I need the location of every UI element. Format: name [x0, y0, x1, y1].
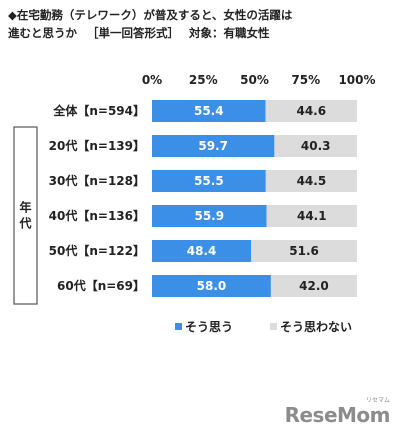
x-tick-label: 100% [338, 73, 375, 87]
bar-segment [152, 205, 267, 227]
data-label: 48.4 [187, 244, 217, 258]
logo-subtext: リセマム [365, 397, 390, 404]
category-label: 50代【n=122】 [49, 243, 145, 258]
legend-label: そう思わない [280, 320, 352, 334]
category-label: 20代【n=139】 [49, 138, 145, 153]
title-format: ［単一回答形式］ [87, 26, 179, 40]
bar-segment [265, 100, 357, 122]
bar-segment [274, 135, 357, 157]
bar-segment [265, 170, 357, 192]
bar-segment [152, 100, 266, 122]
category-label: 60代【n=69】 [57, 278, 145, 293]
data-label: 55.9 [194, 209, 224, 223]
legend-swatch [270, 323, 277, 330]
data-label: 59.7 [198, 139, 228, 153]
bar-segment [152, 135, 275, 157]
data-label: 44.6 [296, 104, 326, 118]
chart-title: ◆在宅勤務（テレワーク）が普及すると、女性の活躍は 進むと思うか ［単一回答形式］… [8, 6, 398, 42]
bar-segment [152, 170, 266, 192]
x-tick-label: 0% [142, 73, 162, 87]
bar-segment [270, 275, 357, 297]
group-label-char: 年 [19, 200, 31, 215]
category-label: 全体【n=594】 [52, 103, 145, 118]
category-label: 40代【n=136】 [49, 208, 145, 223]
resemom-logo: リセマム ReseMom [284, 397, 391, 427]
data-label: 58.0 [197, 279, 227, 293]
title-question: 進むと思うか [8, 26, 77, 40]
category-label: 30代【n=128】 [49, 173, 145, 188]
data-label: 51.6 [289, 244, 319, 258]
group-label-char: 代 [18, 216, 31, 231]
data-label: 44.1 [297, 209, 327, 223]
group-bracket [13, 126, 38, 305]
title-line-1: ◆在宅勤務（テレワーク）が普及すると、女性の活躍は [8, 8, 293, 22]
data-label: 55.5 [194, 174, 224, 188]
bar-segment [152, 240, 252, 262]
data-label: 44.5 [297, 174, 327, 188]
x-tick-label: 75% [291, 73, 320, 87]
data-label: 55.4 [194, 104, 224, 118]
x-tick-label: 50% [240, 73, 269, 87]
legend-label: そう思う [185, 320, 233, 334]
data-label: 42.0 [299, 279, 329, 293]
title-target: 対象：有職女性 [189, 26, 270, 40]
bar-segment [251, 240, 357, 262]
legend-swatch [175, 323, 182, 330]
bar-segment [152, 275, 271, 297]
x-tick-label: 25% [189, 73, 218, 87]
title-line-2: 進むと思うか ［単一回答形式］ 対象：有職女性 [8, 24, 398, 42]
bar-segment [266, 205, 357, 227]
data-label: 40.3 [301, 139, 331, 153]
logo-text: ReseMom [284, 403, 391, 427]
